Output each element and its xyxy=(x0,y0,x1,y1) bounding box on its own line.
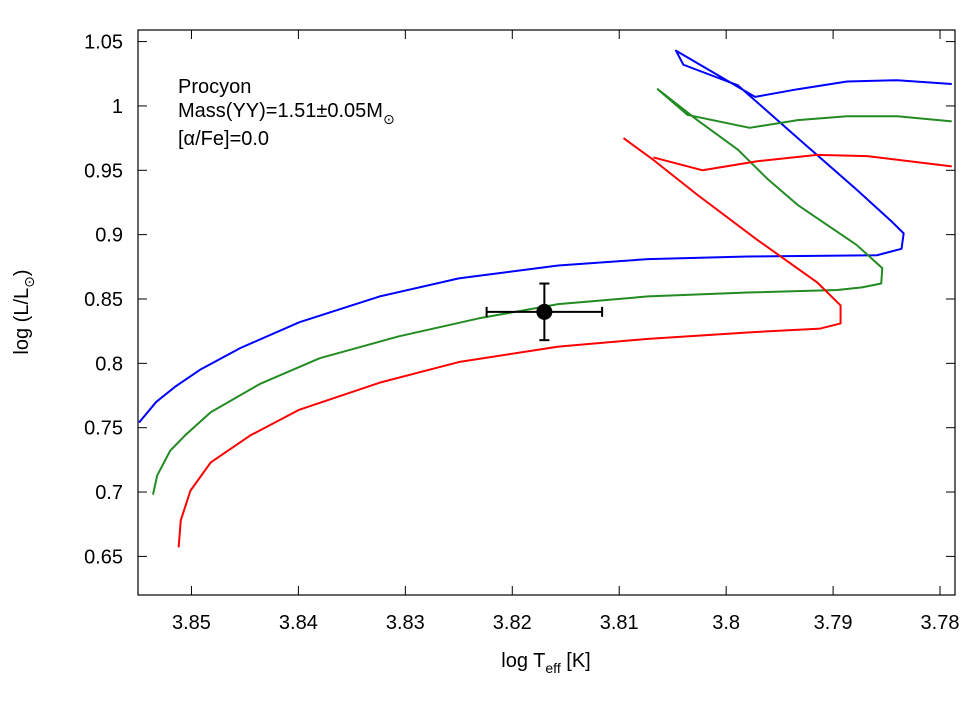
y-label-after: ) xyxy=(11,269,33,276)
track-line xyxy=(151,88,952,495)
y-tick-label: 0.65 xyxy=(84,546,123,568)
x-label-after: [K] xyxy=(561,650,591,672)
x-tick-label: 3.84 xyxy=(279,612,318,634)
track-line xyxy=(177,137,952,548)
annotation: [α/Fe]=0.0 xyxy=(178,128,269,150)
x-label-sub: eff xyxy=(545,660,560,676)
x-tick-label: 3.78 xyxy=(921,612,960,634)
plot-frame xyxy=(137,29,956,596)
y-tick-label: 0.7 xyxy=(95,482,123,504)
annotation: Mass(YY)=1.51±0.05M⊙ xyxy=(178,100,395,127)
y-axis-label: log (L/L⊙) xyxy=(11,269,37,354)
x-axis-label: log Teff [K] xyxy=(501,650,590,676)
x-label-text: log T xyxy=(501,650,545,672)
y-tick-label: 0.75 xyxy=(84,418,123,440)
y-tick-label: 0.85 xyxy=(84,289,123,311)
x-tick-label: 3.82 xyxy=(493,612,532,634)
x-tick-label: 3.83 xyxy=(386,612,425,634)
track-line xyxy=(138,49,952,424)
annotation-text: [α/Fe]=0.0 xyxy=(178,128,269,150)
y-label-text: log (L/L xyxy=(11,288,33,355)
x-tick-label: 3.81 xyxy=(600,612,639,634)
x-tick-label: 3.85 xyxy=(172,612,211,634)
y-tick-label: 1 xyxy=(112,96,123,118)
data-point xyxy=(536,303,553,320)
annotation: Procyon xyxy=(178,76,251,98)
y-tick-label: 0.9 xyxy=(95,225,123,247)
annotation-text: Mass(YY)=1.51±0.05M xyxy=(178,100,383,122)
annotation-sub: ⊙ xyxy=(383,111,395,127)
x-tick-label: 3.79 xyxy=(814,612,853,634)
y-tick-label: 0.8 xyxy=(95,353,123,375)
y-tick-label: 1.05 xyxy=(84,32,123,54)
annotation-text: Procyon xyxy=(178,76,251,98)
y-tick-label: 0.95 xyxy=(84,160,123,182)
x-tick-label: 3.8 xyxy=(712,612,740,634)
y-label-sub: ⊙ xyxy=(21,276,37,288)
